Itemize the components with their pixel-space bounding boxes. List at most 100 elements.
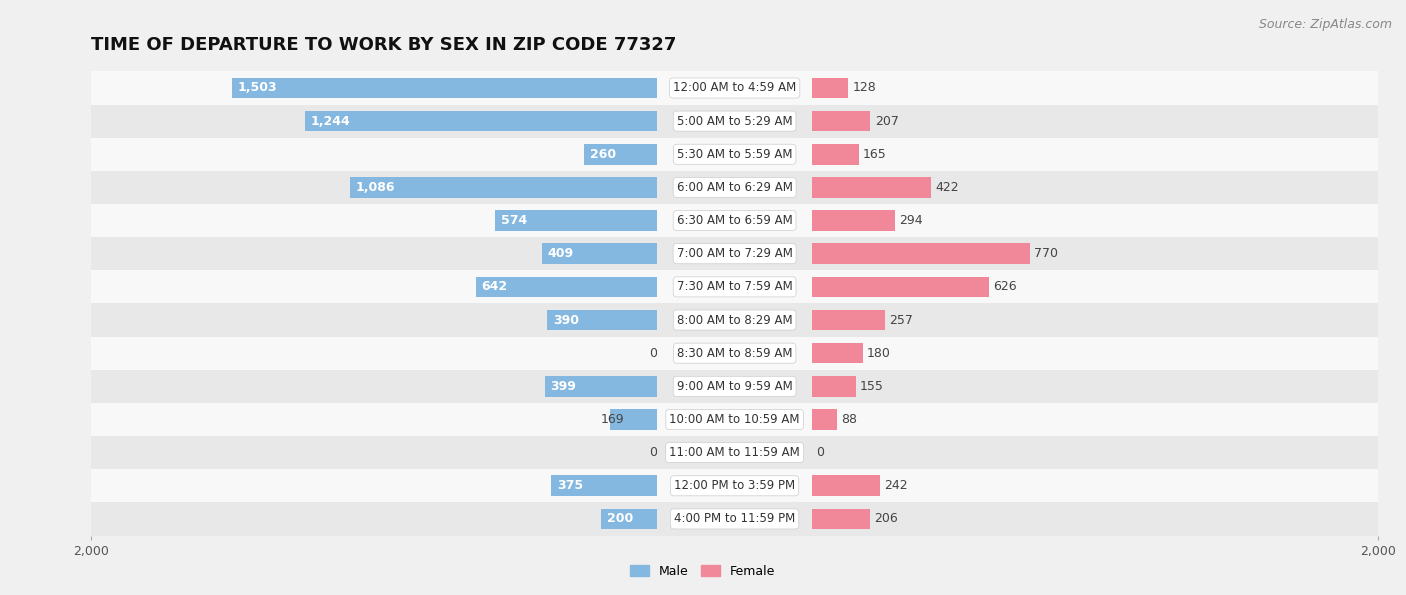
Bar — [0, 270, 1406, 303]
Text: 4:00 PM to 11:59 PM: 4:00 PM to 11:59 PM — [673, 512, 796, 525]
Bar — [600, 509, 658, 529]
Bar — [0, 71, 1406, 105]
Text: 6:00 AM to 6:29 AM: 6:00 AM to 6:29 AM — [676, 181, 793, 194]
Text: 422: 422 — [935, 181, 959, 194]
Bar — [0, 502, 1406, 536]
Bar — [544, 376, 658, 397]
Bar — [811, 111, 870, 131]
Bar — [0, 469, 1406, 502]
Bar — [811, 177, 931, 198]
Bar — [658, 237, 811, 270]
Bar — [0, 369, 1406, 403]
Bar — [0, 502, 1406, 536]
Text: 200: 200 — [606, 512, 633, 525]
Text: 399: 399 — [550, 380, 576, 393]
Text: 1,244: 1,244 — [311, 115, 350, 127]
Text: 155: 155 — [860, 380, 884, 393]
Text: 390: 390 — [553, 314, 579, 327]
Text: 207: 207 — [875, 115, 898, 127]
Bar — [811, 409, 837, 430]
Text: 257: 257 — [889, 314, 912, 327]
Bar — [541, 243, 658, 264]
Bar — [658, 502, 811, 536]
Text: 5:30 AM to 5:59 AM: 5:30 AM to 5:59 AM — [676, 148, 793, 161]
Text: 642: 642 — [481, 280, 508, 293]
Text: 375: 375 — [557, 480, 583, 492]
Text: 10:00 AM to 10:59 AM: 10:00 AM to 10:59 AM — [669, 413, 800, 426]
Text: 242: 242 — [884, 480, 908, 492]
Bar — [811, 210, 896, 231]
Text: 294: 294 — [900, 214, 922, 227]
Bar — [811, 475, 880, 496]
Bar — [658, 71, 811, 105]
Bar — [658, 337, 811, 369]
Bar — [0, 204, 1406, 237]
Text: 11:00 AM to 11:59 AM: 11:00 AM to 11:59 AM — [669, 446, 800, 459]
Legend: Male, Female: Male, Female — [626, 560, 780, 583]
Bar — [658, 303, 811, 337]
Text: 574: 574 — [501, 214, 527, 227]
Bar — [0, 204, 1406, 237]
Text: 12:00 PM to 3:59 PM: 12:00 PM to 3:59 PM — [673, 480, 796, 492]
Bar — [475, 277, 658, 297]
Text: TIME OF DEPARTURE TO WORK BY SEX IN ZIP CODE 77327: TIME OF DEPARTURE TO WORK BY SEX IN ZIP … — [91, 36, 676, 54]
Text: 169: 169 — [602, 413, 624, 426]
Text: 206: 206 — [875, 512, 898, 525]
Bar — [658, 105, 811, 137]
Text: 409: 409 — [547, 248, 574, 260]
Bar — [811, 310, 884, 330]
Bar — [811, 343, 863, 364]
Bar — [658, 204, 811, 237]
Text: 8:30 AM to 8:59 AM: 8:30 AM to 8:59 AM — [676, 347, 793, 359]
Bar — [811, 509, 870, 529]
Text: 9:00 AM to 9:59 AM: 9:00 AM to 9:59 AM — [676, 380, 793, 393]
Text: 5:00 AM to 5:29 AM: 5:00 AM to 5:29 AM — [676, 115, 793, 127]
Text: 88: 88 — [841, 413, 858, 426]
Bar — [811, 78, 848, 98]
Text: 1,503: 1,503 — [238, 82, 277, 95]
Bar — [658, 436, 811, 469]
Bar — [0, 137, 1406, 171]
Bar — [0, 71, 1406, 105]
Bar — [0, 337, 1406, 369]
Bar — [658, 369, 811, 403]
Text: 0: 0 — [815, 446, 824, 459]
Bar — [551, 475, 658, 496]
Bar — [0, 403, 1406, 436]
Bar — [0, 337, 1406, 369]
Bar — [0, 105, 1406, 137]
Bar — [658, 270, 811, 303]
Text: 0: 0 — [650, 347, 657, 359]
Bar — [658, 469, 811, 502]
Bar — [0, 270, 1406, 303]
Bar — [495, 210, 658, 231]
Bar — [232, 78, 658, 98]
Text: 1,086: 1,086 — [356, 181, 395, 194]
Text: 8:00 AM to 8:29 AM: 8:00 AM to 8:29 AM — [676, 314, 793, 327]
Bar — [0, 369, 1406, 403]
Bar — [658, 137, 811, 171]
Text: 165: 165 — [863, 148, 887, 161]
Bar — [0, 237, 1406, 270]
Bar — [811, 277, 988, 297]
Bar — [0, 171, 1406, 204]
Text: 626: 626 — [993, 280, 1017, 293]
Text: 128: 128 — [852, 82, 876, 95]
Bar — [583, 144, 658, 165]
Bar — [0, 303, 1406, 337]
Bar — [610, 409, 658, 430]
Text: 770: 770 — [1033, 248, 1057, 260]
Bar — [0, 137, 1406, 171]
Bar — [811, 243, 1029, 264]
Bar — [305, 111, 658, 131]
Bar — [0, 436, 1406, 469]
Bar — [0, 237, 1406, 270]
Bar — [811, 376, 856, 397]
Bar — [0, 303, 1406, 337]
Text: 180: 180 — [868, 347, 891, 359]
Bar — [811, 144, 859, 165]
Bar — [658, 171, 811, 204]
Bar — [547, 310, 658, 330]
Text: 260: 260 — [589, 148, 616, 161]
Text: 0: 0 — [650, 446, 657, 459]
